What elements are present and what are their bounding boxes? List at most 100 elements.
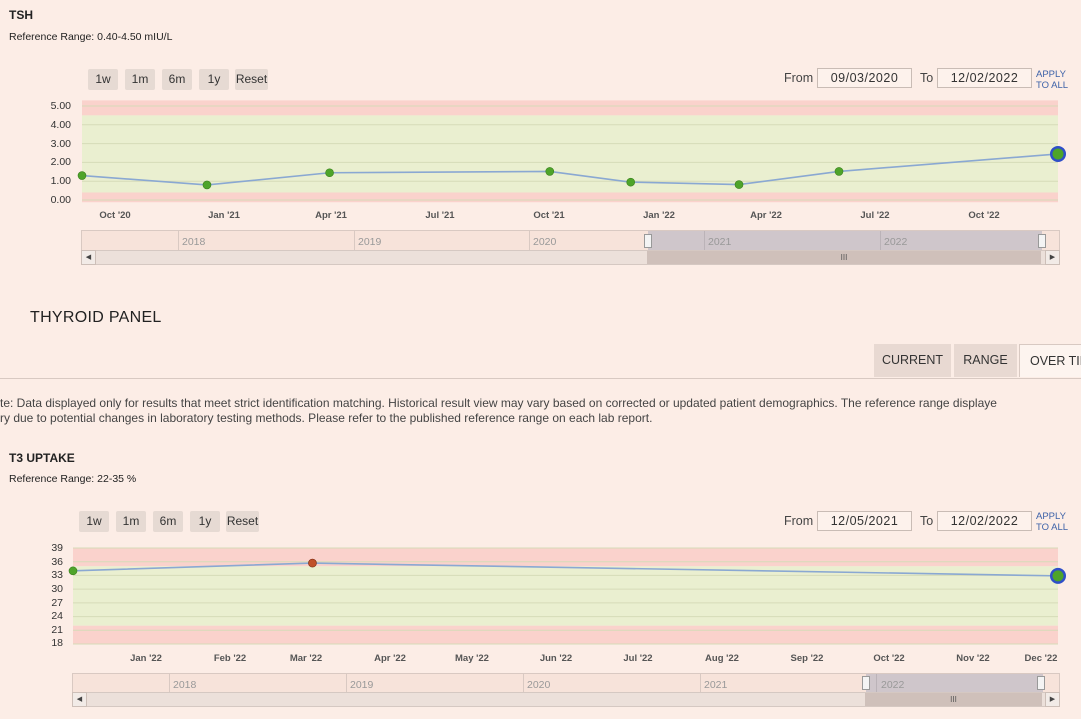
tsh-apply-line1: APPLY	[1036, 69, 1066, 80]
tsh-scroll-thumb[interactable]: III	[647, 251, 1041, 264]
tab-range[interactable]: RANGE	[954, 344, 1017, 377]
tsh-x-tick: Jan '21	[208, 210, 240, 221]
nav-year-label: 2020	[527, 679, 551, 691]
t3-navigator-right-handle[interactable]	[1037, 676, 1045, 690]
tsh-to-date-input[interactable]	[937, 68, 1032, 88]
tsh-x-tick: Apr '21	[315, 210, 347, 221]
tsh-navigator-selection[interactable]	[648, 231, 1042, 251]
t3-x-tick: Nov '22	[956, 653, 990, 664]
t3-apply-line1: APPLY	[1036, 511, 1066, 522]
tsh-reference-range: Reference Range: 0.40-4.50 mIU/L	[9, 31, 173, 43]
t3-reset-button[interactable]: Reset	[226, 511, 259, 532]
tsh-x-tick: Apr '22	[750, 210, 782, 221]
t3-navigator[interactable]: 2018 2019 2020 2021 2022	[72, 673, 1060, 693]
tsh-navigator[interactable]: 2018 2019 2020 2021 2022	[81, 230, 1060, 251]
t3-x-tick: Oct '22	[873, 653, 905, 664]
tsh-x-tick: Oct '21	[533, 210, 565, 221]
t3-6m-button[interactable]: 6m	[153, 511, 183, 532]
tsh-scroll-left-arrow-icon[interactable]: ◀	[81, 250, 96, 265]
tsh-x-tick: Jan '22	[643, 210, 675, 221]
data-point	[202, 180, 212, 190]
data-point	[834, 167, 844, 176]
t3-1w-button[interactable]: 1w	[79, 511, 109, 532]
series-line	[81, 153, 1059, 186]
t3-x-tick: Feb '22	[213, 653, 247, 664]
tsh-chart	[77, 100, 1066, 203]
data-point	[545, 167, 555, 176]
nav-year-label: 2018	[182, 236, 206, 248]
tsh-y-tick: 5.00	[50, 100, 71, 112]
t3-x-tick: Dec '22	[1024, 653, 1058, 664]
nav-divider	[704, 231, 705, 251]
disclaimer-line-1: te: Data displayed only for results that…	[0, 396, 997, 410]
tsh-1y-button[interactable]: 1y	[199, 69, 229, 90]
tsh-x-tick: Jul '21	[425, 210, 455, 221]
tab-over-time[interactable]: OVER TIM	[1019, 344, 1081, 377]
t3-scroll-right-arrow-icon[interactable]: ▶	[1045, 692, 1060, 707]
t3-y-tick: 27	[51, 597, 63, 609]
t3-1y-button[interactable]: 1y	[190, 511, 220, 532]
t3-y-tick: 21	[51, 624, 63, 636]
tsh-y-tick: 0.00	[50, 194, 71, 206]
t3-x-tick: Aug '22	[705, 653, 739, 664]
tsh-x-tick: Jul '22	[860, 210, 890, 221]
tsh-reset-button[interactable]: Reset	[235, 69, 268, 90]
nav-divider	[169, 674, 170, 693]
tsh-1m-button[interactable]: 1m	[125, 69, 155, 90]
t3-x-tick: Sep '22	[790, 653, 824, 664]
nav-year-label: 2022	[884, 236, 908, 248]
t3-apply-to-all-link[interactable]: APPLY TO ALL	[1036, 511, 1068, 533]
t3-x-tick: Jul '22	[623, 653, 653, 664]
latest-data-point	[1052, 570, 1064, 582]
t3-apply-line2: TO ALL	[1036, 522, 1069, 533]
t3-scroll-left-arrow-icon[interactable]: ◀	[72, 692, 87, 707]
data-point	[734, 180, 744, 189]
data-point	[77, 171, 87, 180]
nav-year-label: 2020	[533, 236, 557, 248]
t3-from-date-input[interactable]	[817, 511, 912, 531]
tsh-navigator-left-handle[interactable]	[644, 234, 652, 248]
nav-divider	[876, 674, 877, 693]
low-range-band	[73, 625, 1058, 644]
nav-year-label: 2018	[173, 679, 197, 691]
t3-navigator-selection[interactable]	[866, 674, 1043, 693]
nav-year-label: 2019	[358, 236, 382, 248]
t3-x-tick: Jan '22	[130, 653, 162, 664]
tab-current[interactable]: CURRENT	[874, 344, 951, 377]
tsh-1w-button[interactable]: 1w	[88, 69, 118, 90]
t3-scroll-thumb[interactable]: III	[865, 693, 1042, 706]
data-point	[325, 168, 334, 178]
nav-divider	[346, 674, 347, 693]
tsh-navigator-right-handle[interactable]	[1038, 234, 1046, 248]
t3-y-tick: 33	[51, 569, 63, 581]
t3-x-tick: Apr '22	[374, 653, 406, 664]
t3-x-tick: May '22	[455, 653, 489, 664]
tsh-apply-to-all-link[interactable]: APPLY TO ALL	[1036, 69, 1068, 91]
data-point	[308, 558, 317, 568]
tsh-from-date-input[interactable]	[817, 68, 912, 88]
nav-divider	[523, 674, 524, 693]
nav-divider	[354, 231, 355, 251]
nav-year-label: 2021	[708, 236, 732, 248]
t3-to-date-input[interactable]	[937, 511, 1032, 531]
t3-from-label: From	[784, 514, 814, 528]
tsh-y-tick: 3.00	[50, 138, 71, 150]
t3-navigator-left-handle[interactable]	[862, 676, 870, 690]
t3-x-tick: Jun '22	[539, 653, 573, 664]
tsh-6m-button[interactable]: 6m	[162, 69, 192, 90]
t3-x-tick: Mar '22	[289, 653, 323, 664]
t3-y-tick: 18	[51, 637, 63, 649]
nav-divider	[880, 231, 881, 251]
tsh-title: TSH	[9, 8, 33, 22]
tsh-x-tick: Oct '20	[99, 210, 131, 221]
data-point	[68, 566, 78, 576]
t3-y-tick: 24	[51, 610, 63, 622]
t3-reference-range: Reference Range: 22-35 %	[9, 473, 137, 485]
tabs-divider	[0, 378, 1081, 379]
nav-year-label: 2022	[881, 679, 905, 691]
t3-1m-button[interactable]: 1m	[116, 511, 146, 532]
reference-range-band	[82, 115, 1058, 193]
tsh-scroll-right-arrow-icon[interactable]: ▶	[1045, 250, 1060, 265]
t3-title: T3 UPTAKE	[9, 451, 75, 465]
reference-range-band	[73, 566, 1058, 626]
